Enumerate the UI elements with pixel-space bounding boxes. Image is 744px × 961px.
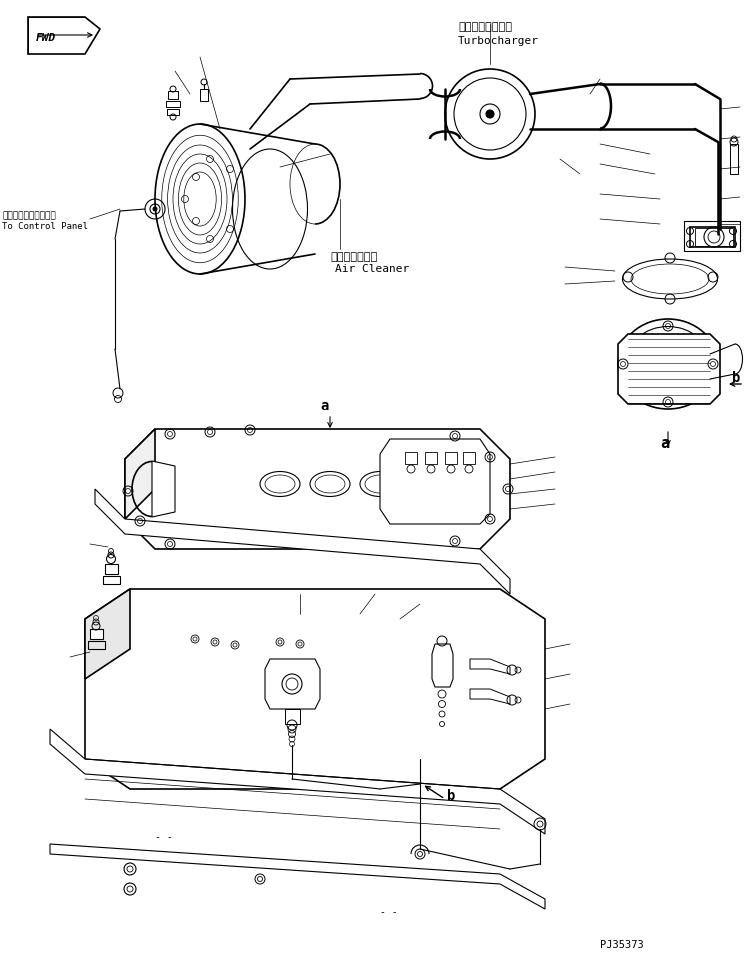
Text: To Control Panel: To Control Panel [2,222,88,231]
Text: b: b [447,788,455,802]
Text: a: a [660,435,669,451]
Text: コントロールパネルへ: コントロールパネルへ [2,210,56,220]
Text: b: b [732,371,740,384]
Polygon shape [28,18,100,55]
Polygon shape [445,453,457,464]
Polygon shape [50,729,545,834]
Polygon shape [125,430,510,550]
Text: エアークリーナ: エアークリーナ [330,252,377,261]
Text: FWD: FWD [36,33,57,43]
Polygon shape [168,92,178,100]
Polygon shape [125,430,155,520]
Text: - -: - - [155,831,173,841]
Polygon shape [200,90,208,102]
Polygon shape [380,439,490,525]
Polygon shape [90,629,103,639]
Polygon shape [50,844,545,909]
Polygon shape [265,659,320,709]
Text: Air Cleaner: Air Cleaner [335,263,409,274]
Text: Turbocharger: Turbocharger [458,36,539,46]
Polygon shape [463,453,475,464]
Polygon shape [85,589,130,679]
Text: a: a [320,399,328,412]
Polygon shape [85,589,545,789]
Polygon shape [432,644,453,687]
Text: PJ35373: PJ35373 [600,939,644,949]
Polygon shape [152,461,175,517]
Polygon shape [405,453,417,464]
Polygon shape [105,564,118,575]
Polygon shape [95,489,510,595]
Circle shape [486,111,494,119]
Polygon shape [425,453,437,464]
Polygon shape [285,709,300,725]
Polygon shape [690,228,735,248]
Text: - -: - - [380,906,397,916]
Text: ターボチャージャ: ターボチャージャ [458,22,512,32]
Circle shape [153,208,157,211]
Polygon shape [618,334,720,405]
